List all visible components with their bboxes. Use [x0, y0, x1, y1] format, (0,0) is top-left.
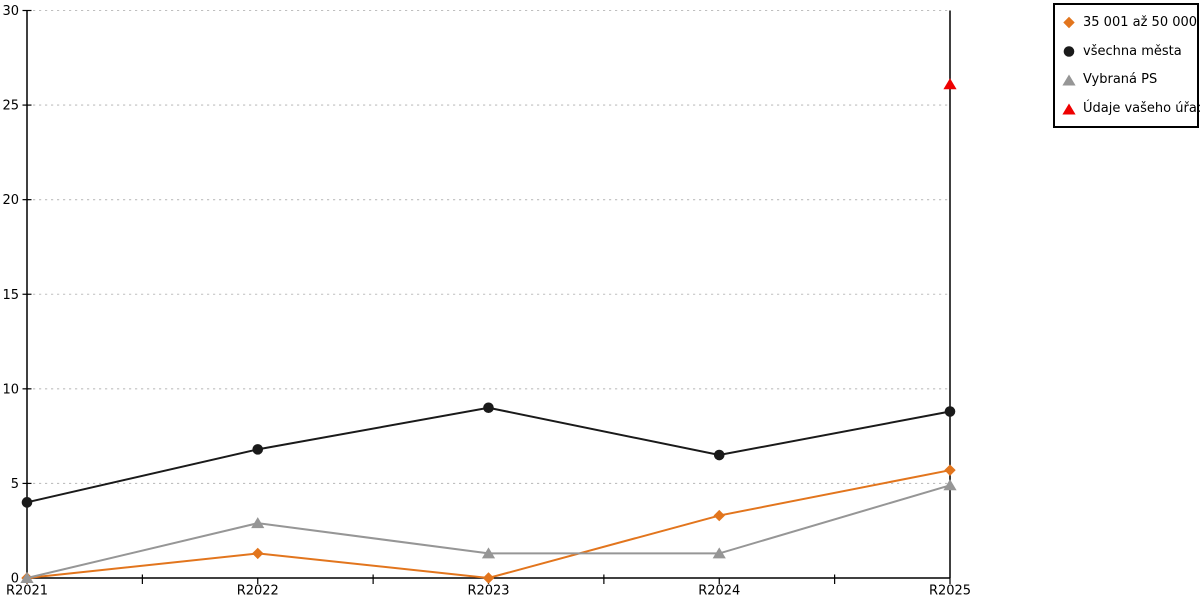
data-point — [713, 509, 725, 522]
data-point — [252, 444, 264, 455]
data-point — [1063, 46, 1075, 57]
data-point — [1062, 74, 1076, 86]
legend-item: Vybraná PS — [1061, 72, 1195, 88]
data-point — [483, 402, 494, 414]
legend-label: Údaje vašeho úřadu — [1083, 101, 1200, 117]
gridlines — [27, 9, 950, 484]
data-point — [944, 464, 956, 476]
data-point — [482, 572, 495, 584]
tick-labels: 0 5 10 15 20 25 30 R2021 R2022 R2023 R2024 R2025 — [2, 4, 971, 599]
y-tick-label: 5 — [11, 477, 19, 492]
data-point — [251, 517, 265, 529]
axes — [26, 10, 951, 579]
data-point — [713, 449, 725, 461]
legend-marker-circle-icon — [1063, 46, 1075, 57]
series-0 — [21, 464, 956, 584]
x-tick-label: R2024 — [698, 584, 740, 599]
legend-item: Údaje vašeho úřadu — [1061, 101, 1200, 117]
y-tick-label: 30 — [2, 4, 19, 19]
x-tick-label: R2021 — [6, 584, 48, 599]
series-line — [26, 406, 951, 504]
legend-label: Vybraná PS — [1083, 72, 1158, 88]
series-line — [26, 469, 951, 580]
data-point — [943, 78, 957, 90]
x-tick-label: R2025 — [929, 584, 971, 599]
data-point — [1062, 103, 1076, 115]
data-point — [1063, 17, 1075, 29]
data-point — [712, 547, 726, 559]
legend-marker-triangle-icon — [1062, 103, 1076, 115]
data-point — [481, 547, 496, 559]
data-point — [20, 572, 34, 583]
legend-marker-diamond-icon — [1063, 17, 1075, 29]
data-point — [944, 406, 956, 417]
series-2 — [20, 479, 957, 583]
legend-label: všechna města — [1083, 43, 1182, 59]
legend-marker-triangle-icon — [1062, 74, 1076, 86]
y-tick-label: 20 — [2, 193, 19, 208]
y-tick-label: 10 — [2, 382, 19, 397]
legend-item: 35 001 až 50 000 — [1061, 14, 1198, 30]
y-tick-label: 15 — [2, 288, 19, 303]
x-tick-label: R2023 — [467, 584, 509, 599]
data-point — [252, 547, 264, 560]
series-1 — [21, 402, 956, 508]
data-point — [943, 479, 957, 491]
data-point — [21, 497, 33, 508]
series-3 — [943, 78, 957, 90]
legend: 35 001 až 50 000 všechna města Vybraná PS Ú… — [1053, 3, 1200, 128]
y-tick-label: 25 — [2, 99, 19, 114]
y-tick-label: 0 — [11, 572, 19, 587]
legend-item: všechna města — [1061, 43, 1195, 59]
x-tick-label: R2022 — [237, 584, 279, 599]
legend-label: 35 001 až 50 000 — [1083, 14, 1198, 30]
